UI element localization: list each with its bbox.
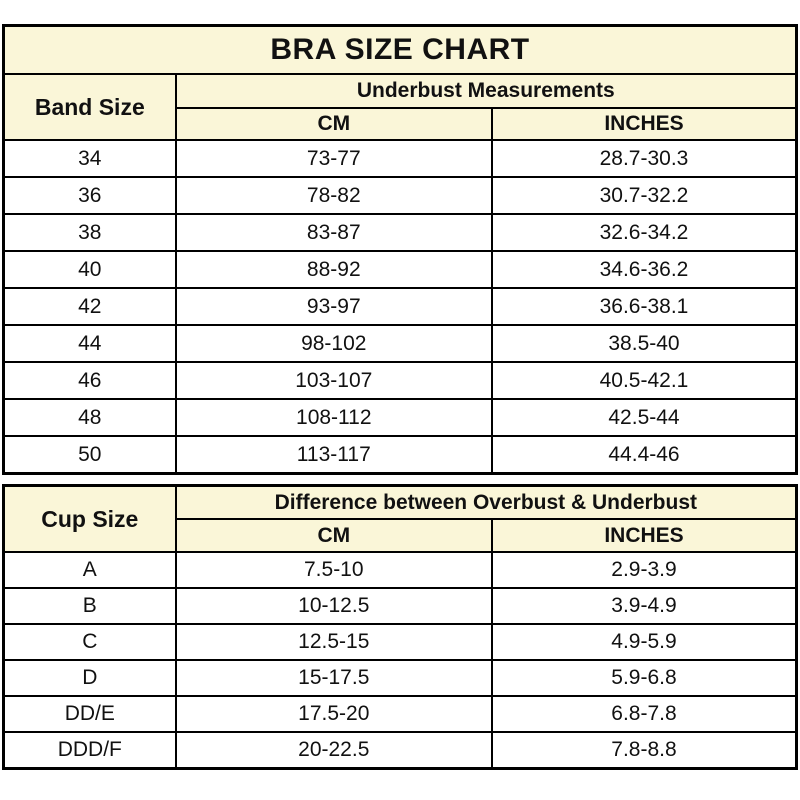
inches-range-cell: 7.8-8.8 bbox=[490, 731, 798, 770]
table-row: 38 83-87 32.6-34.2 bbox=[2, 213, 798, 252]
table-row: CM INCHES bbox=[4, 518, 798, 553]
cm-column-header: CM bbox=[174, 518, 493, 553]
inches-range-cell: 3.9-4.9 bbox=[490, 587, 798, 625]
band-size-cell: 34 bbox=[2, 139, 177, 178]
table-row: DDD/F 20-22.5 7.8-8.8 bbox=[2, 731, 798, 770]
cm-range-cell: 7.5-10 bbox=[174, 551, 493, 589]
table-row: A 7.5-10 2.9-3.9 bbox=[2, 551, 798, 589]
table-row: C 12.5-15 4.9-5.9 bbox=[2, 623, 798, 661]
table-row: B 10-12.5 3.9-4.9 bbox=[2, 587, 798, 625]
table-row: 50 113-117 44.4-46 bbox=[2, 435, 798, 475]
cup-size-header: Cup Size bbox=[2, 484, 177, 553]
inches-column-header: INCHES bbox=[490, 518, 798, 553]
underbust-group-header: Underbust Measurements bbox=[174, 73, 798, 109]
table-row: Band Size Underbust Measurements bbox=[2, 73, 798, 141]
table-row: DD/E 17.5-20 6.8-7.8 bbox=[2, 695, 798, 733]
cm-range-cell: 78-82 bbox=[174, 176, 493, 215]
band-size-cell: 46 bbox=[2, 361, 177, 400]
page-container: BRA SIZE CHART Band Size Underbust Measu… bbox=[2, 24, 798, 770]
cm-range-cell: 73-77 bbox=[174, 139, 493, 178]
table-row: 48 108-112 42.5-44 bbox=[2, 398, 798, 437]
cup-size-cell: DD/E bbox=[2, 695, 177, 733]
band-size-cell: 36 bbox=[2, 176, 177, 215]
inches-range-cell: 5.9-6.8 bbox=[490, 659, 798, 697]
inches-range-cell: 42.5-44 bbox=[490, 398, 798, 437]
inches-range-cell: 4.9-5.9 bbox=[490, 623, 798, 661]
cm-range-cell: 17.5-20 bbox=[174, 695, 493, 733]
inches-range-cell: 6.8-7.8 bbox=[490, 695, 798, 733]
table-row: 46 103-107 40.5-42.1 bbox=[2, 361, 798, 400]
cm-range-cell: 20-22.5 bbox=[174, 731, 493, 770]
chart-title: BRA SIZE CHART bbox=[2, 24, 798, 75]
cm-range-cell: 10-12.5 bbox=[174, 587, 493, 625]
cm-range-cell: 98-102 bbox=[174, 324, 493, 363]
cm-range-cell: 113-117 bbox=[174, 435, 493, 475]
inches-column-header: INCHES bbox=[490, 107, 798, 141]
inches-range-cell: 36.6-38.1 bbox=[490, 287, 798, 326]
inches-range-cell: 32.6-34.2 bbox=[490, 213, 798, 252]
cup-size-cell: D bbox=[2, 659, 177, 697]
table-row: 44 98-102 38.5-40 bbox=[2, 324, 798, 363]
table-row: Cup Size Difference between Overbust & U… bbox=[2, 484, 798, 553]
inches-range-cell: 38.5-40 bbox=[490, 324, 798, 363]
band-size-header: Band Size bbox=[2, 73, 177, 141]
cm-range-cell: 15-17.5 bbox=[174, 659, 493, 697]
table-row: CM INCHES bbox=[4, 107, 798, 141]
table-row: D 15-17.5 5.9-6.8 bbox=[2, 659, 798, 697]
band-size-cell: 48 bbox=[2, 398, 177, 437]
band-size-cell: 38 bbox=[2, 213, 177, 252]
band-size-table: BRA SIZE CHART Band Size Underbust Measu… bbox=[2, 24, 798, 475]
band-size-cell: 42 bbox=[2, 287, 177, 326]
cup-size-cell: B bbox=[2, 587, 177, 625]
cm-range-cell: 93-97 bbox=[174, 287, 493, 326]
table-row: 34 73-77 28.7-30.3 bbox=[2, 139, 798, 178]
inches-range-cell: 40.5-42.1 bbox=[490, 361, 798, 400]
inches-range-cell: 30.7-32.2 bbox=[490, 176, 798, 215]
difference-group-header: Difference between Overbust & Underbust bbox=[174, 484, 798, 520]
band-size-cell: 50 bbox=[2, 435, 177, 475]
cm-range-cell: 83-87 bbox=[174, 213, 493, 252]
table-row: 42 93-97 36.6-38.1 bbox=[2, 287, 798, 326]
band-size-cell: 44 bbox=[2, 324, 177, 363]
cup-size-table: Cup Size Difference between Overbust & U… bbox=[2, 484, 798, 770]
inches-range-cell: 2.9-3.9 bbox=[490, 551, 798, 589]
table-row: 40 88-92 34.6-36.2 bbox=[2, 250, 798, 289]
inches-range-cell: 28.7-30.3 bbox=[490, 139, 798, 178]
table-row: 36 78-82 30.7-32.2 bbox=[2, 176, 798, 215]
cm-range-cell: 88-92 bbox=[174, 250, 493, 289]
cup-size-cell: A bbox=[2, 551, 177, 589]
inches-range-cell: 44.4-46 bbox=[490, 435, 798, 475]
cm-column-header: CM bbox=[174, 107, 493, 141]
cup-size-cell: DDD/F bbox=[2, 731, 177, 770]
table-row: BRA SIZE CHART bbox=[2, 24, 798, 75]
cm-range-cell: 12.5-15 bbox=[174, 623, 493, 661]
cm-range-cell: 103-107 bbox=[174, 361, 493, 400]
cm-range-cell: 108-112 bbox=[174, 398, 493, 437]
band-size-cell: 40 bbox=[2, 250, 177, 289]
inches-range-cell: 34.6-36.2 bbox=[490, 250, 798, 289]
cup-size-cell: C bbox=[2, 623, 177, 661]
